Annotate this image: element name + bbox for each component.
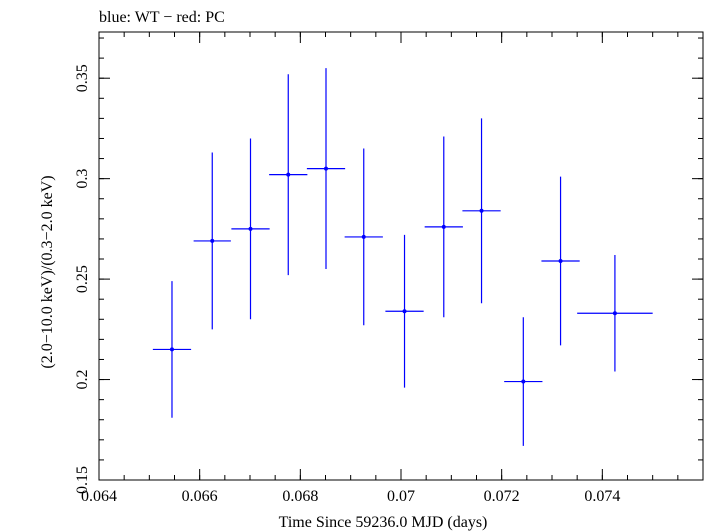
y-tick-label: 0.3	[74, 169, 91, 189]
x-tick-label: 0.072	[484, 488, 520, 505]
data-point	[248, 226, 253, 231]
y-tick-label: 0.25	[74, 265, 91, 293]
data-point	[169, 347, 174, 352]
data-point	[361, 234, 366, 239]
x-tick-label: 0.074	[584, 488, 620, 505]
axis-ticks	[98, 32, 704, 481]
data-point	[324, 166, 329, 171]
y-tick-label: 0.35	[74, 64, 91, 92]
x-tick-label: 0.068	[282, 488, 318, 505]
x-tick-label: 0.064	[81, 488, 117, 505]
plot-frame	[98, 31, 704, 481]
data-point	[558, 259, 563, 264]
axis-tick-labels: 0.064 0.066 0.068 0.07 0.072 0.074 0.15 0.2 0.25…	[74, 64, 620, 505]
data-point	[286, 172, 291, 177]
data-point	[441, 224, 446, 229]
data-point	[210, 238, 215, 243]
x-axis-label: Time Since 59236.0 MJD (days)	[279, 514, 488, 531]
data-point	[479, 208, 484, 213]
data-series	[152, 68, 653, 446]
y-tick-label: 0.15	[74, 466, 91, 494]
data-point	[521, 379, 526, 384]
y-axis-label: (2.0−10.0 keV)/(0.3−2.0 keV)	[39, 175, 56, 368]
series	[152, 68, 653, 446]
data-point	[402, 309, 407, 314]
data-point	[612, 311, 617, 316]
chart-title: blue: WT − red: PC	[99, 9, 225, 26]
y-tick-label: 0.2	[74, 370, 91, 390]
x-tick-label: 0.07	[387, 488, 415, 505]
x-tick-label: 0.066	[182, 488, 218, 505]
